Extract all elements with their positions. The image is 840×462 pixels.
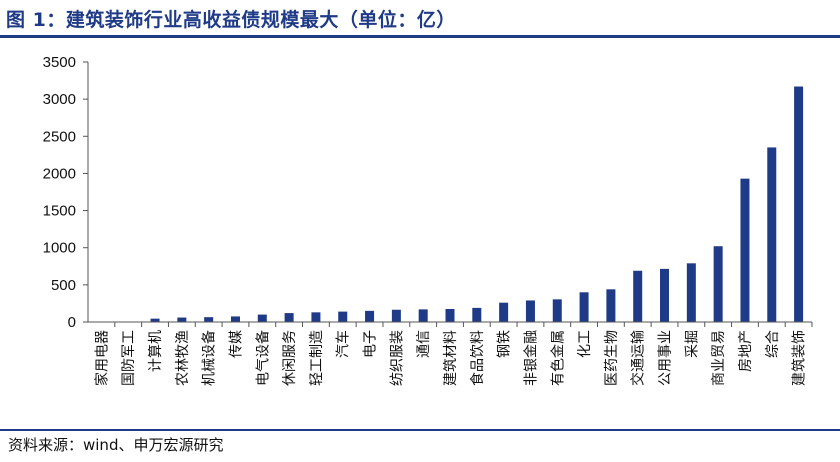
bar-化工: [579, 292, 589, 322]
bar-chart: 0 500 1000 1500 2000 2500 3000 3500 家用电器 国防军工 计算机…: [43, 54, 813, 386]
x-tick-label: 建筑材料: [443, 330, 459, 386]
x-tick-label: 休闲服务: [282, 330, 298, 386]
x-tick-label: 公用事业: [658, 330, 674, 386]
x-tick-label: 汽车: [335, 330, 352, 358]
bar-电子: [365, 310, 375, 322]
bar-建筑装饰: [794, 86, 804, 322]
bar-交通运输: [633, 270, 643, 322]
x-tick-label: 电子: [363, 330, 379, 358]
bar-医药生物: [606, 289, 616, 322]
x-tick-label: 计算机: [148, 330, 164, 372]
x-tick-label: 国防军工: [121, 330, 137, 386]
bar-纺织服装: [391, 309, 401, 322]
bar-传媒: [230, 316, 240, 322]
x-tick-label: 轻工制造: [309, 330, 325, 386]
x-tick-label: 交通运输: [630, 330, 647, 386]
bar-非银金融: [525, 300, 535, 322]
bar-电气设备: [257, 314, 267, 322]
bar-食品饮料: [472, 307, 482, 322]
bar-有色金属: [552, 299, 562, 322]
bar-轻工制造: [311, 312, 321, 322]
x-tick-label: 商业贸易: [711, 330, 727, 386]
x-tick-label: 机械设备: [201, 330, 218, 386]
bar-建筑材料: [445, 309, 455, 322]
x-tick-label: 家用电器: [93, 330, 110, 386]
x-tick-label: 电气设备: [254, 330, 271, 386]
x-tick-label: 医药生物: [604, 330, 620, 386]
x-tick-label: 食品饮料: [469, 330, 486, 386]
x-tick-label: 纺织服装: [389, 330, 405, 386]
x-tick-label: 有色金属: [549, 330, 566, 386]
bar-房地产: [740, 178, 750, 322]
y-tick-label: 500: [51, 277, 76, 294]
bar-采掘: [686, 263, 696, 322]
x-tick-label: 房地产: [738, 330, 754, 372]
source-note: 资料来源：wind、申万宏源研究: [8, 436, 224, 454]
bar-钢铁: [499, 302, 509, 322]
y-tick-label: 2500: [43, 128, 76, 145]
y-tick-label: 1500: [43, 203, 76, 220]
x-tick-label: 通信: [416, 330, 432, 358]
bar-机械设备: [204, 317, 214, 322]
x-tick-label: 采掘: [684, 330, 700, 358]
y-tick-label: 2000: [43, 165, 76, 182]
bar-综合: [767, 147, 777, 322]
y-tick-label: 0: [68, 314, 76, 331]
x-tick-label: 非银金融: [523, 330, 539, 386]
x-tick-label: 农林牧渔: [175, 330, 191, 386]
bars: [96, 86, 804, 322]
x-tick-label: 传媒: [228, 330, 244, 358]
title-divider: [0, 35, 840, 38]
bar-休闲服务: [284, 313, 294, 322]
x-axis: 家用电器 国防军工 计算机 农林牧渔 机械设备 传媒 电气设备 休闲服务 轻工制造 汽车 电子 纺织服…: [88, 321, 813, 386]
x-tick-label: 综合: [765, 330, 781, 358]
x-tick-label: 建筑装饰: [792, 330, 808, 386]
y-tick-label: 1000: [43, 240, 76, 257]
bar-农林牧渔: [177, 317, 187, 322]
y-tick-label: 3000: [43, 91, 76, 108]
y-tick-label: 3500: [43, 54, 76, 71]
title-bar: 图 1：建筑装饰行业高收益债规模最大（单位：亿）: [0, 0, 840, 38]
x-tick-label: 钢铁: [497, 330, 513, 358]
bar-公用事业: [660, 268, 670, 322]
figure-title: 图 1：建筑装饰行业高收益债规模最大（单位：亿）: [6, 9, 456, 31]
footer-divider: [0, 429, 840, 431]
x-tick-label: 化工: [577, 330, 593, 358]
bar-汽车: [338, 311, 348, 322]
bar-商业贸易: [713, 246, 723, 322]
y-axis: 0 500 1000 1500 2000 2500 3000 3500: [43, 54, 89, 331]
bar-通信: [418, 309, 428, 322]
bar-计算机: [150, 318, 160, 322]
